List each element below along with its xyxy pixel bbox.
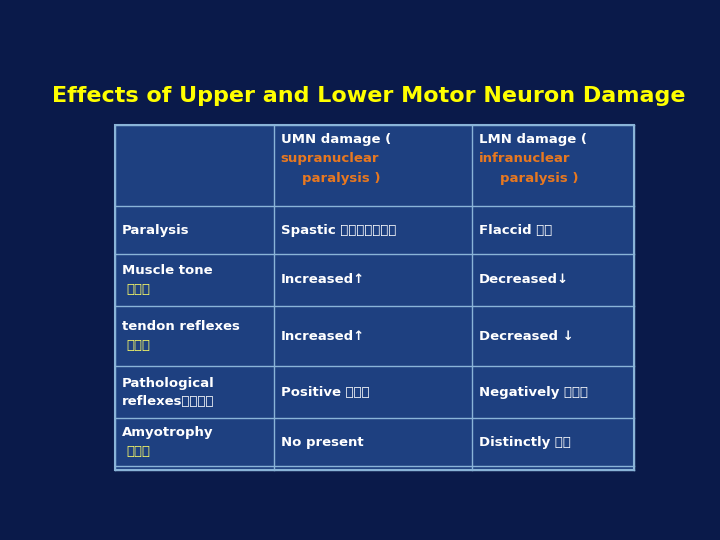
Text: Negatively （－）: Negatively （－） <box>479 386 588 399</box>
Text: Positive （＋）: Positive （＋） <box>281 386 369 399</box>
Text: Spastic 病季性（硬瘫）: Spastic 病季性（硬瘫） <box>281 224 396 237</box>
Text: tendon reflexes: tendon reflexes <box>122 320 240 334</box>
Text: infranuclear: infranuclear <box>479 152 570 165</box>
Text: 肌张力: 肌张力 <box>126 282 150 295</box>
Text: paralysis ): paralysis ) <box>500 172 579 185</box>
Text: Decreased↓: Decreased↓ <box>479 273 569 287</box>
Text: UMN damage (: UMN damage ( <box>281 133 391 146</box>
Text: Pathological: Pathological <box>122 376 215 389</box>
Text: Amyotrophy: Amyotrophy <box>122 427 213 440</box>
Text: Paralysis: Paralysis <box>122 224 189 237</box>
Text: Flaccid 软瘫: Flaccid 软瘫 <box>479 224 552 237</box>
Text: Muscle tone: Muscle tone <box>122 264 212 278</box>
Text: 腱反射: 腱反射 <box>126 339 150 352</box>
Text: LMN damage (: LMN damage ( <box>479 133 587 146</box>
Text: supranuclear: supranuclear <box>281 152 379 165</box>
Text: Increased↑: Increased↑ <box>281 273 365 287</box>
Text: No present: No present <box>281 436 364 449</box>
Text: Increased↑: Increased↑ <box>281 329 365 342</box>
Bar <box>115 125 634 470</box>
Text: reflexes病理反射: reflexes病理反射 <box>122 395 215 408</box>
Text: Decreased ↓: Decreased ↓ <box>479 329 574 342</box>
Text: Effects of Upper and Lower Motor Neuron Damage: Effects of Upper and Lower Motor Neuron … <box>53 85 685 106</box>
Text: paralysis ): paralysis ) <box>302 172 381 185</box>
Text: 肌萎缩: 肌萎缩 <box>126 445 150 458</box>
Text: Distinctly 明显: Distinctly 明显 <box>479 436 571 449</box>
